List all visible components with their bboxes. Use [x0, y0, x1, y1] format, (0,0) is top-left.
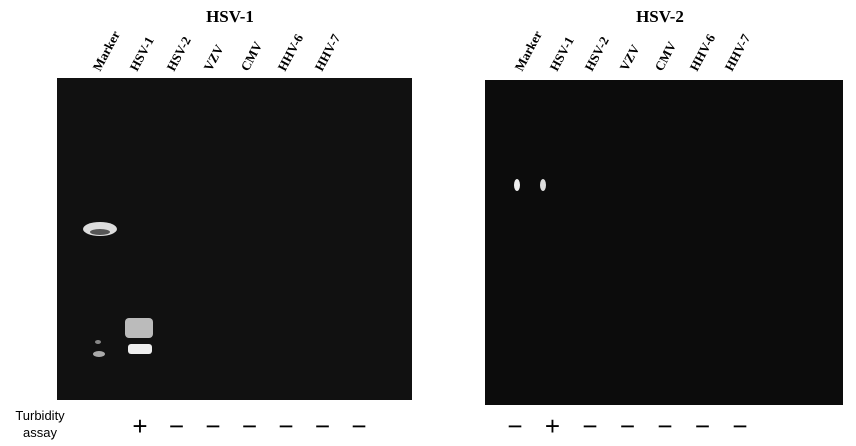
row-label: assay — [23, 425, 57, 440]
turbidity-result: − — [695, 411, 710, 441]
gel-band — [93, 351, 105, 357]
figure: HSV-1MarkerHSV-1HSV-2VZVCMVHHV-6HHV-7+−−… — [0, 0, 856, 446]
lane-label: Marker — [511, 28, 545, 73]
turbidity-result: − — [351, 411, 366, 441]
lane-label: CMV — [237, 38, 265, 73]
lane-label: HSV-2 — [581, 34, 611, 73]
lane-label: HSV-1 — [546, 34, 576, 73]
gel-left — [57, 78, 412, 400]
gel-band — [128, 344, 152, 354]
turbidity-result: − — [242, 411, 257, 441]
row-label: Turbidity — [15, 408, 65, 423]
turbidity-result: − — [315, 411, 330, 441]
lane-label: HHV-7 — [311, 31, 343, 73]
lane-label: HSV-1 — [126, 34, 156, 73]
page: HSV-1MarkerHSV-1HSV-2VZVCMVHHV-6HHV-7+−−… — [0, 0, 856, 446]
lane-label: Marker — [89, 28, 123, 73]
gel-right — [485, 80, 843, 405]
panel-title: HSV-1 — [206, 7, 254, 26]
turbidity-result: − — [278, 411, 293, 441]
gel-band — [125, 318, 153, 338]
turbidity-result: − — [732, 411, 747, 441]
gel-band — [514, 179, 520, 191]
lane-label: VZV — [616, 42, 642, 74]
lane-label: HHV-6 — [686, 31, 718, 73]
turbidity-result: + — [132, 411, 147, 441]
turbidity-result: − — [205, 411, 220, 441]
lane-label: VZV — [200, 42, 226, 74]
lane-label: CMV — [651, 38, 679, 73]
turbidity-result: − — [620, 411, 635, 441]
turbidity-result: − — [657, 411, 672, 441]
lane-label: HHV-7 — [721, 31, 753, 73]
lane-label: HSV-2 — [163, 34, 193, 73]
panel-title: HSV-2 — [636, 7, 684, 26]
lane-label: HHV-6 — [274, 31, 306, 73]
turbidity-result: − — [169, 411, 184, 441]
gel-band — [90, 229, 110, 235]
turbidity-result: + — [545, 411, 560, 441]
gel-band — [540, 179, 546, 191]
turbidity-result: − — [582, 411, 597, 441]
turbidity-result: − — [507, 411, 522, 441]
gel-band — [95, 340, 101, 344]
